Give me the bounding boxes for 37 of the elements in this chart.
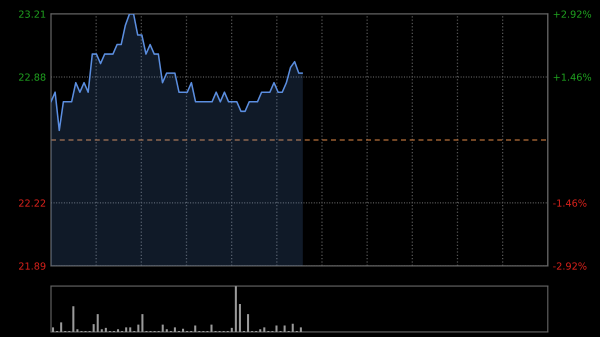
bar	[104, 328, 107, 332]
bar	[129, 327, 132, 332]
y2-tick-label: +1.46%	[554, 73, 592, 81]
y2-tick-label: -1.46%	[553, 199, 587, 207]
bar	[238, 304, 241, 332]
bar	[137, 324, 140, 332]
bar	[284, 326, 286, 332]
bar	[259, 329, 262, 332]
bar	[76, 329, 78, 332]
bar	[247, 314, 250, 332]
bar	[125, 327, 128, 332]
bar	[263, 327, 266, 332]
bar	[141, 314, 144, 332]
bar	[234, 286, 237, 332]
bar	[300, 327, 302, 332]
y-tick-label: 23.21	[19, 10, 46, 18]
bar	[60, 322, 62, 332]
bar	[210, 324, 212, 332]
bar	[194, 326, 196, 332]
bar	[292, 324, 294, 332]
bar	[52, 327, 54, 332]
bar	[100, 329, 103, 332]
y-tick-label: 21.89	[19, 262, 46, 270]
y2-tick-label: +2.92%	[554, 10, 592, 18]
bar	[182, 328, 184, 332]
y-tick-label: 22.22	[19, 199, 46, 207]
y-tick-label: 22.88	[19, 73, 46, 81]
bar	[96, 314, 99, 332]
bar	[72, 306, 74, 332]
bar	[275, 326, 278, 332]
bar	[230, 328, 233, 332]
bar	[162, 324, 164, 332]
y2-tick-label: -2.92%	[553, 262, 587, 270]
bar	[174, 327, 176, 332]
bar	[117, 329, 120, 332]
bar	[92, 324, 95, 332]
bar	[166, 329, 168, 332]
